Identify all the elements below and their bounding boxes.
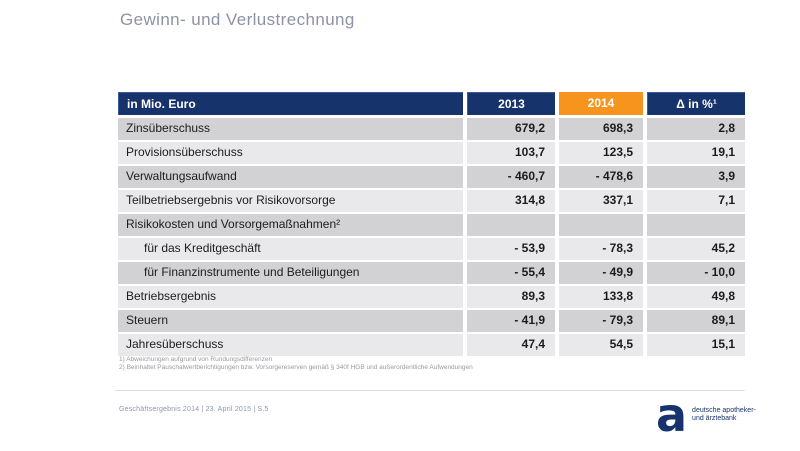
row-value-2013	[467, 214, 555, 236]
table-row: Verwaltungsaufwand - 460,7 - 478,6 3,9	[118, 166, 745, 188]
table-row: Risikokosten und Vorsorgemaßnahmen²	[118, 214, 745, 236]
row-value-2014	[559, 214, 643, 236]
slide-title: Gewinn- und Verlustrechnung	[120, 10, 355, 29]
row-value-delta: 3,9	[647, 166, 745, 188]
table-row: Steuern - 41,9 - 79,3 89,1	[118, 310, 745, 332]
table-row: für Finanzinstrumente und Beteiligungen …	[118, 262, 745, 284]
row-value-2014: 133,8	[559, 286, 643, 308]
table-row: Jahresüberschuss 47,4 54,5 15,1	[118, 334, 745, 356]
table-row: Betriebsergebnis 89,3 133,8 49,8	[118, 286, 745, 308]
row-value-delta: 15,1	[647, 334, 745, 356]
row-value-delta: 7,1	[647, 190, 745, 212]
row-value-delta: 19,1	[647, 142, 745, 164]
logo-text-line1: deutsche apotheker-	[692, 406, 756, 414]
row-value-2013: - 41,9	[467, 310, 555, 332]
row-value-delta	[647, 214, 745, 236]
row-value-2014: 54,5	[559, 334, 643, 356]
row-label: für das Kreditgeschäft	[118, 238, 463, 260]
row-label: für Finanzinstrumente und Beteiligungen	[118, 262, 463, 284]
apobank-logo: a deutsche apotheker- und ärztebank	[656, 388, 756, 442]
row-value-2014: - 78,3	[559, 238, 643, 260]
table-row: für das Kreditgeschäft - 53,9 - 78,3 45,…	[118, 238, 745, 260]
profit-loss-table: in Mio. Euro 2013 2014 Δ in %¹ Zinsübers…	[118, 92, 745, 358]
row-value-2013: - 460,7	[467, 166, 555, 188]
row-value-delta: 45,2	[647, 238, 745, 260]
row-value-2013: 89,3	[467, 286, 555, 308]
row-label: Verwaltungsaufwand	[118, 166, 463, 188]
row-label: Steuern	[118, 310, 463, 332]
header-year-2014: 2014	[559, 92, 643, 115]
row-value-2014: 698,3	[559, 118, 643, 140]
table-row: Provisionsüberschuss 103,7 123,5 19,1	[118, 142, 745, 164]
row-value-2013: 47,4	[467, 334, 555, 356]
row-value-2013: 314,8	[467, 190, 555, 212]
row-value-2014: - 478,6	[559, 166, 643, 188]
apobank-logo-text: deutsche apotheker- und ärztebank	[692, 407, 756, 424]
row-value-delta: 89,1	[647, 310, 745, 332]
row-label: Teilbetriebsergebnis vor Risikovorsorge	[118, 190, 463, 212]
table-row: Zinsüberschuss 679,2 698,3 2,8	[118, 118, 745, 140]
footnotes: 1) Abweichungen aufgrund von Rundungsdif…	[119, 356, 473, 372]
table-header-row: in Mio. Euro 2013 2014 Δ in %¹	[118, 92, 745, 115]
row-value-delta: 49,8	[647, 286, 745, 308]
row-value-2014: 123,5	[559, 142, 643, 164]
row-value-2013: 679,2	[467, 118, 555, 140]
row-label: Betriebsergebnis	[118, 286, 463, 308]
row-value-2014: - 79,3	[559, 310, 643, 332]
row-value-2013: - 53,9	[467, 238, 555, 260]
apobank-logo-icon: a	[656, 388, 688, 442]
footer-divider	[115, 390, 745, 391]
row-value-delta: 2,8	[647, 118, 745, 140]
header-unit-label: in Mio. Euro	[118, 92, 463, 115]
table-row: Teilbetriebsergebnis vor Risikovorsorge …	[118, 190, 745, 212]
footnote-2: 2) Beinhaltet Pauschalwertberichtigungen…	[119, 364, 473, 371]
row-label: Zinsüberschuss	[118, 118, 463, 140]
header-delta-percent: Δ in %¹	[647, 92, 745, 115]
row-label: Provisionsüberschuss	[118, 142, 463, 164]
row-value-2013: 103,7	[467, 142, 555, 164]
row-value-delta: - 10,0	[647, 262, 745, 284]
header-year-2013: 2013	[467, 92, 555, 115]
footnote-1: 1) Abweichungen aufgrund von Rundungsdif…	[119, 356, 273, 363]
row-value-2013: - 55,4	[467, 262, 555, 284]
row-label: Jahresüberschuss	[118, 334, 463, 356]
row-label: Risikokosten und Vorsorgemaßnahmen²	[118, 214, 463, 236]
footer-slide-info: Geschäftsergebnis 2014 | 23. April 2015 …	[119, 406, 269, 413]
logo-text-line2: und ärztebank	[692, 415, 737, 422]
row-value-2014: - 49,9	[559, 262, 643, 284]
row-value-2014: 337,1	[559, 190, 643, 212]
